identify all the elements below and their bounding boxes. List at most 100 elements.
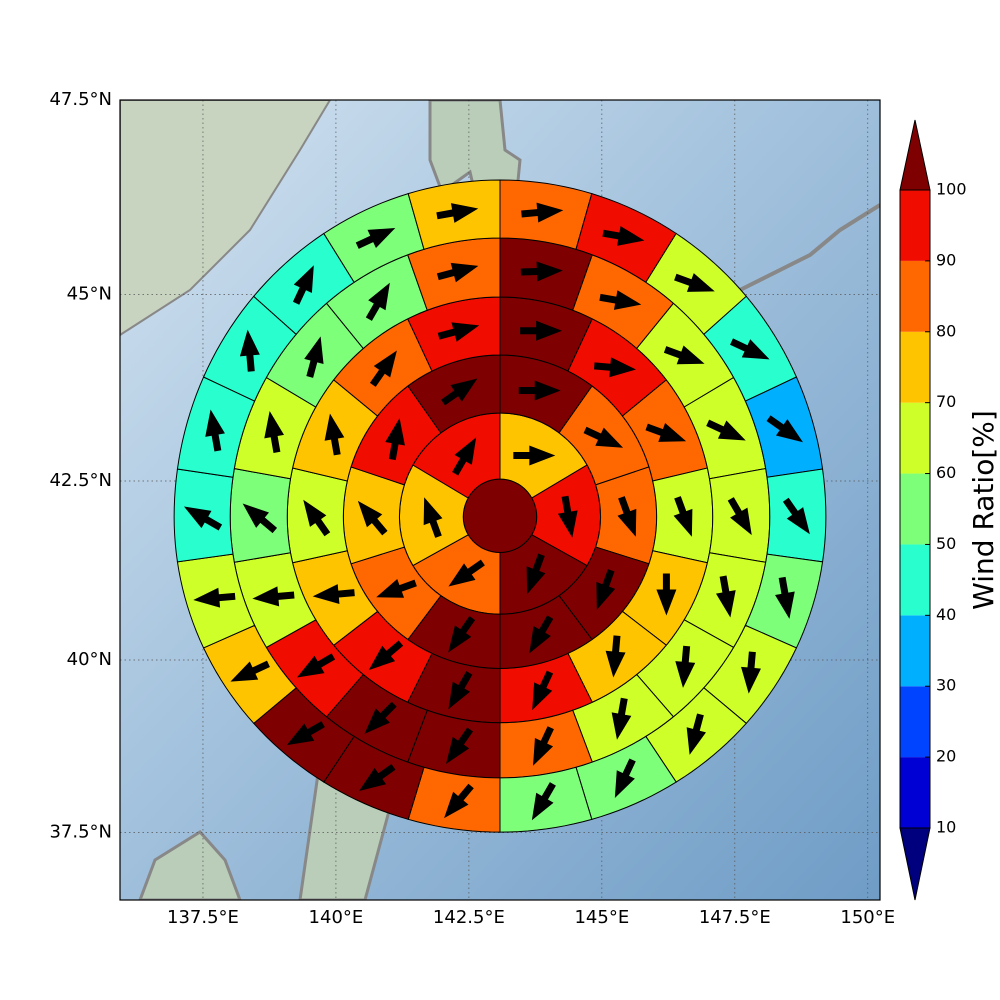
wind-arrow [531, 782, 556, 821]
wind-arrow [452, 437, 477, 476]
wind-arrow [359, 764, 396, 792]
wind-arrow [437, 322, 480, 342]
wind-arrow [596, 569, 616, 610]
colorbar-tick-label: 30 [936, 676, 956, 695]
wind-arrow [252, 586, 295, 607]
wind-arrow [663, 345, 705, 365]
wind-arrow [242, 503, 278, 534]
colorbar-outline [899, 189, 931, 829]
wind-arrow [614, 758, 636, 798]
wind-arrow [529, 615, 554, 654]
wind-arrow [520, 320, 563, 341]
wind-arrow [292, 265, 314, 305]
wind-arrow [368, 640, 404, 671]
x-tick-label: 142.5°E [433, 907, 505, 928]
colorbar-tick-label: 20 [936, 747, 956, 766]
wind-arrow [264, 410, 284, 453]
wind-arrow [675, 645, 696, 688]
wind-arrow [441, 378, 478, 406]
colorbar-box [900, 331, 930, 403]
wind-arrow [324, 413, 345, 456]
wind-arrow [303, 499, 331, 537]
wind-arrow [423, 497, 443, 538]
colorbar-box [900, 615, 930, 687]
wind-arrow [706, 419, 746, 441]
wind-arrow [557, 495, 578, 538]
colorbar-tick-label: 100 [936, 180, 967, 199]
colorbar-box [900, 473, 930, 545]
wind-arrow [741, 651, 761, 694]
wind-arrow [355, 227, 396, 249]
wind-arrow [205, 409, 225, 452]
wind-arrow [716, 575, 736, 618]
land [120, 100, 332, 337]
x-tick-label: 147.5°E [699, 907, 771, 928]
wind-arrow [532, 670, 554, 711]
wind-arrow [239, 329, 260, 372]
wind-arrow [304, 336, 324, 378]
colorbar-label: Wind Ratio[%] [967, 410, 1000, 610]
wind-arrow [518, 380, 561, 401]
wind-arrow [357, 500, 388, 536]
wind-arrow [533, 726, 554, 766]
wind-arrow [444, 783, 474, 819]
wind-arrow [448, 616, 476, 653]
wind-arrow [365, 282, 390, 321]
colorbar-over [899, 119, 931, 191]
wind-arrow [674, 273, 715, 292]
x-tick-label: 140°E [309, 907, 364, 928]
wind-arrow [436, 203, 479, 223]
y-tick-label: 37.5°N [49, 822, 112, 843]
wind-arrow [673, 496, 693, 537]
x-tick-label: 145°E [574, 907, 629, 928]
wind-arrow [183, 506, 223, 531]
y-tick-label: 47.5°N [49, 89, 112, 110]
colorbar-box [900, 757, 930, 828]
wind-arrow [602, 226, 645, 246]
arrows [183, 202, 810, 821]
wind-arrow [730, 338, 770, 360]
wind-arrow [611, 697, 632, 740]
wind-arrow [286, 721, 325, 746]
wind-arrow [193, 587, 236, 608]
wind-arrow [364, 701, 397, 734]
colorbar-tick-label: 40 [936, 605, 956, 624]
colorbar-box [900, 190, 930, 261]
wind-arrow [520, 261, 563, 282]
colorbar-under [899, 827, 931, 901]
wind-arrow [312, 584, 355, 605]
wind-arrow [775, 576, 795, 619]
wind-arrow [376, 578, 417, 598]
land [138, 830, 242, 900]
axes: 137.5°E 140°E 142.5°E 145°E 147.5°E 150°E 37.5… [49, 89, 895, 928]
wind-arrow [686, 713, 706, 755]
wind-arrow [605, 635, 626, 678]
colorbar-box [900, 544, 930, 616]
y-tick-label: 42.5°N [49, 470, 112, 491]
colorbar-box [900, 686, 930, 758]
x-tick-label: 150°E [840, 907, 895, 928]
wind-arrow [230, 660, 270, 682]
wind-arrow [513, 445, 556, 466]
wind-arrow [583, 426, 624, 448]
y-tick-label: 45°N [67, 284, 112, 305]
y-tick-label: 40°N [67, 649, 112, 670]
wind-arrow [526, 553, 546, 595]
colorbar-tick-label: 90 [936, 250, 956, 269]
colorbar-box [900, 402, 930, 474]
wind-arrow [593, 357, 637, 378]
wind-arrow [448, 671, 473, 710]
colorbar-box [900, 260, 930, 332]
wind-arrow [727, 497, 752, 536]
colorbar-tick-label: 70 [936, 392, 956, 411]
wind-arrow [448, 559, 485, 587]
x-tick-label: 137.5°E [167, 907, 239, 928]
wind-arrow [446, 727, 474, 764]
colorbar-tick-label: 80 [936, 321, 956, 340]
colorbar-tick-label: 10 [936, 818, 956, 837]
wind-arrow [436, 262, 479, 283]
wind-arrow [599, 290, 642, 310]
wind-arrow [766, 415, 803, 443]
wind-arrow [782, 497, 810, 535]
wind-arrow [645, 423, 687, 442]
